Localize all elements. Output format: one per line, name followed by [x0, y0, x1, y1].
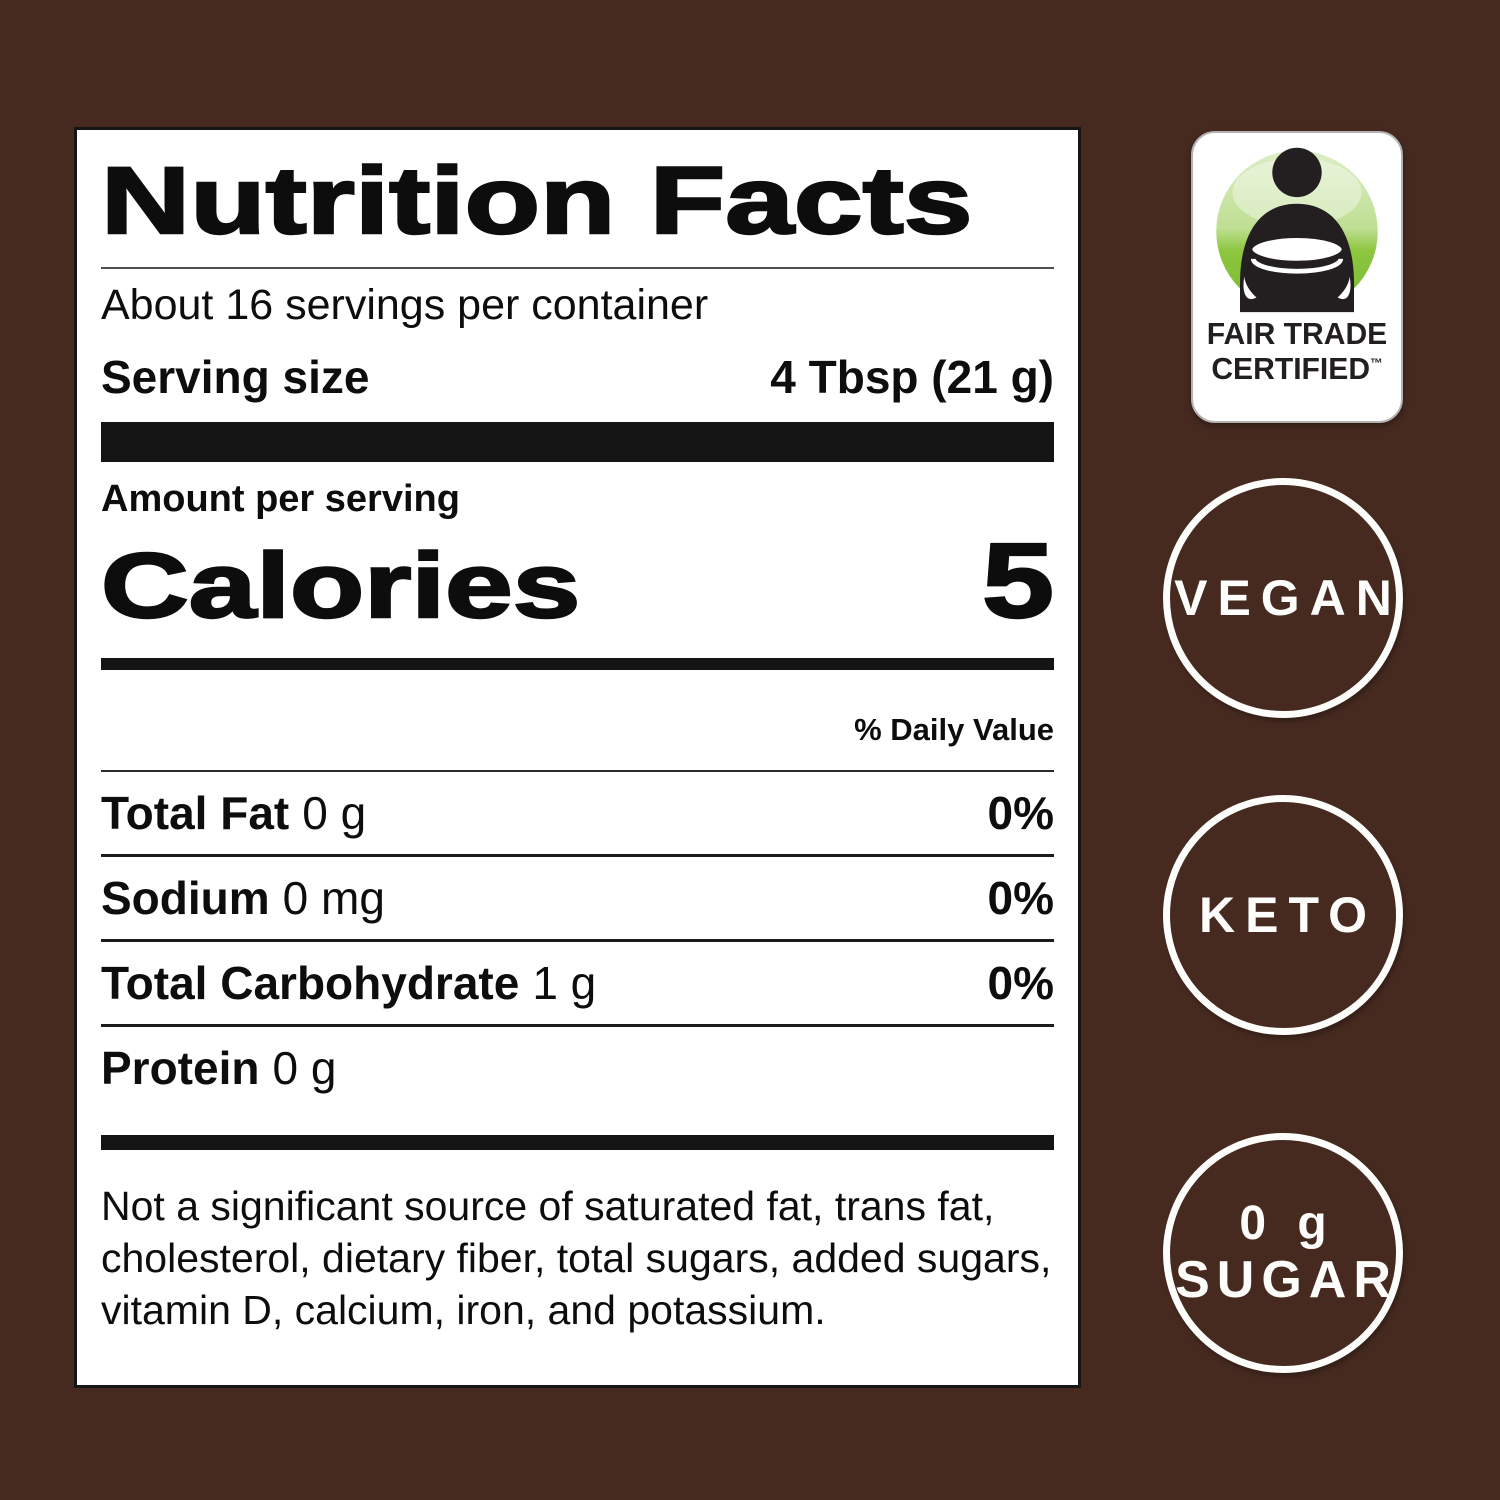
footnote-text: Not a significant source of saturated fa…	[101, 1182, 1052, 1333]
nutrient-name: Sodium	[101, 871, 270, 924]
nutrient-row-protein: Protein 0 g	[101, 1027, 1054, 1109]
nutrition-facts-panel: Nutrition Facts About 16 servings per co…	[74, 127, 1081, 1388]
fair-trade-certified-badge: FAIR TRADE CERTIFIED™	[1191, 131, 1403, 423]
amount-per-serving-label: Amount per serving	[101, 477, 460, 520]
row-divider	[101, 853, 1054, 857]
nutrient-daily-value: 0%	[987, 871, 1054, 924]
vegan-label: VEGAN	[1174, 569, 1402, 626]
nutrition-facts-title: Nutrition Facts	[99, 148, 974, 254]
sugar-word-label: SUGAR	[1175, 1250, 1398, 1309]
nutrient-name: Total Carbohydrate	[101, 956, 520, 1009]
daily-value-divider	[101, 769, 1054, 772]
calories-label: Calories	[99, 533, 581, 637]
nutrient-row-total-fat: Total Fat 0 g 0%	[101, 772, 1054, 854]
row-divider	[101, 938, 1054, 942]
logo-person-head	[1272, 147, 1322, 198]
title-divider	[101, 266, 1054, 269]
nutrient-daily-value: 0%	[987, 786, 1054, 839]
logo-pot-rim	[1246, 232, 1348, 267]
fair-trade-text: FAIR TRADE CERTIFIED™	[1207, 316, 1387, 386]
calories-value: 5	[981, 521, 1056, 640]
thick-divider-top	[101, 421, 1054, 462]
serving-size-label: Serving size	[101, 350, 370, 403]
fair-trade-line1: FAIR TRADE	[1206, 316, 1388, 351]
trademark-symbol: ™	[1370, 355, 1383, 371]
sugar-amount-label: 0 g	[1239, 1197, 1336, 1250]
fair-trade-logo-icon	[1216, 147, 1378, 313]
keto-badge: KETO	[1163, 795, 1403, 1035]
serving-size-row: Serving size 4 Tbsp (21 g)	[101, 350, 1054, 404]
calories-row: Calories 5	[99, 521, 1056, 644]
nutrient-amount: 0 g	[302, 786, 367, 839]
keto-label: KETO	[1199, 886, 1377, 943]
vegan-badge: VEGAN	[1163, 478, 1403, 718]
nutrient-name: Total Fat	[101, 786, 290, 839]
nutrient-amount: 0 mg	[282, 871, 385, 924]
servings-per-container: About 16 servings per container	[101, 280, 709, 329]
nutrient-row-total-carbohydrate: Total Carbohydrate 1 g 0%	[101, 942, 1054, 1024]
nutrient-amount: 1 g	[532, 956, 597, 1009]
nutrient-amount: 0 g	[272, 1041, 337, 1094]
fair-trade-line2: CERTIFIED	[1211, 351, 1371, 387]
serving-size-value: 4 Tbsp (21 g)	[770, 350, 1054, 403]
nutrient-row-sodium: Sodium 0 mg 0%	[101, 857, 1054, 939]
thick-divider-bottom	[101, 1134, 1054, 1150]
daily-value-header: % Daily Value	[854, 711, 1054, 747]
logo-pot-stripe	[1250, 258, 1344, 274]
calories-divider	[101, 657, 1054, 670]
nutrient-name: Protein	[101, 1041, 260, 1094]
zero-sugar-badge: 0 g SUGAR	[1163, 1133, 1403, 1373]
row-divider	[101, 1023, 1054, 1027]
nutrient-daily-value: 0%	[987, 956, 1054, 1009]
